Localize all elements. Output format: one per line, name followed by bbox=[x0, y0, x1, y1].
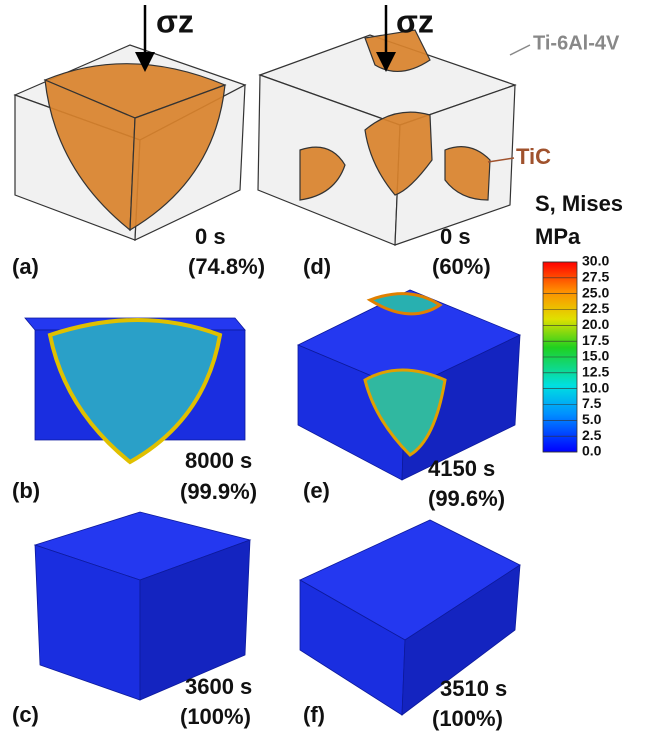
cube-a bbox=[15, 45, 245, 240]
cube-c bbox=[35, 512, 250, 700]
panel-label: (b) bbox=[12, 478, 40, 503]
colorbar-tick-label: 12.5 bbox=[582, 364, 609, 380]
panel-time: 4150 s bbox=[428, 456, 495, 481]
panel-label: (f) bbox=[303, 702, 325, 727]
panel-time: 0 s bbox=[440, 224, 471, 249]
panel-density: (60%) bbox=[432, 254, 491, 279]
colorbar-tick-label: 22.5 bbox=[582, 300, 609, 316]
load-label: σz bbox=[396, 3, 434, 39]
panel-time: 0 s bbox=[195, 224, 226, 249]
colorbar-tick-label: 15.0 bbox=[582, 348, 609, 364]
load-label: σz bbox=[156, 3, 194, 39]
colorbar-tick-label: 0.0 bbox=[582, 443, 602, 459]
material-label: Ti-6Al-4V bbox=[533, 32, 620, 54]
leader-line bbox=[510, 45, 530, 55]
panel-density: (100%) bbox=[432, 706, 503, 731]
colorbar-tick-label: 25.0 bbox=[582, 284, 609, 300]
panel-density: (100%) bbox=[180, 704, 251, 729]
cube-e bbox=[298, 290, 520, 480]
colorbar-title: S, Mises bbox=[535, 191, 623, 216]
panel-label: (e) bbox=[303, 478, 330, 503]
colorbar-tick-label: 10.0 bbox=[582, 379, 609, 395]
panel-time: 3510 s bbox=[440, 676, 507, 701]
colorbar-tick-label: 7.5 bbox=[582, 395, 602, 411]
colorbar-tick-label: 5.0 bbox=[582, 411, 602, 427]
figure: σz σz Ti-6Al-4V TiC (a bbox=[0, 0, 668, 732]
panel-density: (74.8%) bbox=[188, 254, 265, 279]
colorbar-tick-label: 27.5 bbox=[582, 269, 609, 285]
material-label: TiC bbox=[516, 144, 551, 169]
panel-label: (d) bbox=[303, 254, 331, 279]
panel-time: 8000 s bbox=[185, 448, 252, 473]
cube-b bbox=[25, 318, 245, 462]
colorbar-tick-label: 20.0 bbox=[582, 316, 609, 332]
panel-time: 3600 s bbox=[185, 674, 252, 699]
colorbar-tick-label: 30.0 bbox=[582, 253, 609, 269]
panel-label: (a) bbox=[12, 254, 39, 279]
panel-label: (c) bbox=[12, 702, 39, 727]
colorbar-tick-label: 17.5 bbox=[582, 332, 609, 348]
panel-density: (99.9%) bbox=[180, 479, 257, 504]
colorbar-unit: MPa bbox=[535, 224, 581, 249]
colorbar-tick-label: 2.5 bbox=[582, 427, 602, 443]
cube-d bbox=[258, 30, 515, 245]
panel-density: (99.6%) bbox=[428, 486, 505, 511]
